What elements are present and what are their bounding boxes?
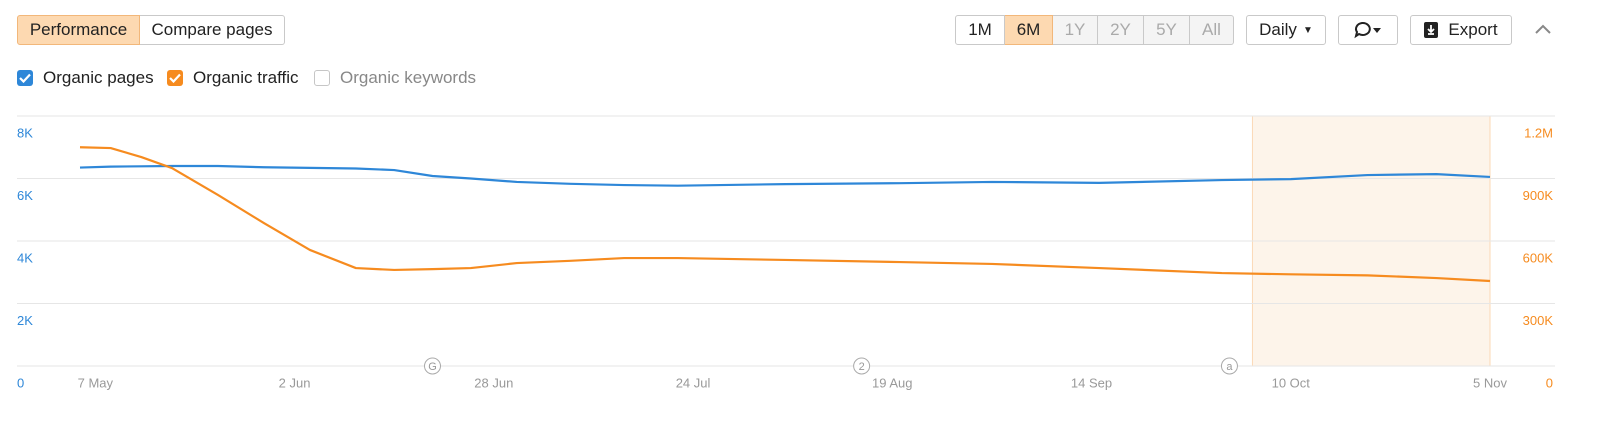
interval-label: Daily [1259, 20, 1297, 39]
y2-tick-label: 0 [1546, 375, 1553, 390]
comment-icon [1354, 21, 1381, 39]
y-tick-label: 8K [17, 125, 33, 140]
y-tick-label: 0 [17, 375, 24, 390]
annotation: 2 [853, 357, 871, 375]
export-button[interactable]: Export [1410, 15, 1512, 45]
export-label: Export [1448, 20, 1498, 39]
x-tick-label: 28 Jun [474, 375, 513, 390]
annotation-label: 2 [859, 361, 865, 373]
annotation: G [424, 357, 441, 375]
legend-label: Organic keywords [340, 68, 477, 87]
annotation-marker [1220, 357, 1238, 375]
export-icon [1424, 22, 1439, 38]
range-button[interactable]: 1Y [1053, 15, 1098, 45]
annotation-marker [853, 357, 871, 375]
legend-item[interactable]: Organic traffic [167, 68, 299, 88]
range-button[interactable]: 6M [1005, 15, 1053, 45]
y-tick-label: 4K [17, 250, 33, 265]
x-tick-label: 7 May [78, 375, 114, 390]
x-tick-label: 10 Oct [1272, 375, 1311, 390]
y2-tick-label: 600K [1523, 250, 1554, 265]
x-tick-label: 5 Nov [1473, 375, 1507, 390]
interval-button[interactable]: Daily ▼ [1246, 15, 1326, 45]
tab-button[interactable]: Compare pages [140, 15, 285, 45]
legend-item[interactable]: Organic pages [17, 68, 154, 88]
range-button[interactable]: 1M [955, 15, 1005, 45]
y2-tick-label: 900K [1523, 188, 1554, 203]
range-button[interactable]: 2Y [1098, 15, 1144, 45]
series-line [79, 146, 1491, 283]
tab-button[interactable]: Performance [17, 15, 140, 45]
x-tick-label: 2 Jun [279, 375, 311, 390]
x-tick-label: 14 Sep [1071, 375, 1112, 390]
checkbox[interactable] [17, 70, 33, 86]
y2-tick-label: 1.2M [1524, 125, 1553, 140]
y2-tick-label: 300K [1523, 313, 1554, 328]
comment-button[interactable] [1338, 15, 1398, 45]
annotation: a [1220, 357, 1238, 375]
check-mark [19, 73, 31, 83]
series-line [79, 164, 1491, 187]
y-tick-label: 2K [17, 313, 33, 328]
legend-label: Organic traffic [193, 68, 299, 87]
highlight-region [1252, 116, 1490, 366]
range-button[interactable]: 5Y [1144, 15, 1190, 45]
x-tick-label: 24 Jul [676, 375, 711, 390]
checkbox[interactable] [167, 70, 183, 86]
annotation-marker [424, 357, 441, 375]
range-button[interactable]: All [1190, 15, 1234, 45]
legend-label: Organic pages [43, 68, 154, 87]
annotation-label: a [1226, 361, 1233, 373]
checkbox[interactable] [314, 70, 330, 86]
legend-item[interactable]: Organic keywords [314, 68, 476, 88]
check-mark [169, 73, 181, 83]
x-tick-label: 19 Aug [872, 375, 913, 390]
annotation-label: G [428, 361, 437, 373]
caret: ▼ [1302, 24, 1313, 36]
y-tick-label: 6K [17, 188, 33, 203]
collapse-button[interactable] [1534, 22, 1552, 36]
